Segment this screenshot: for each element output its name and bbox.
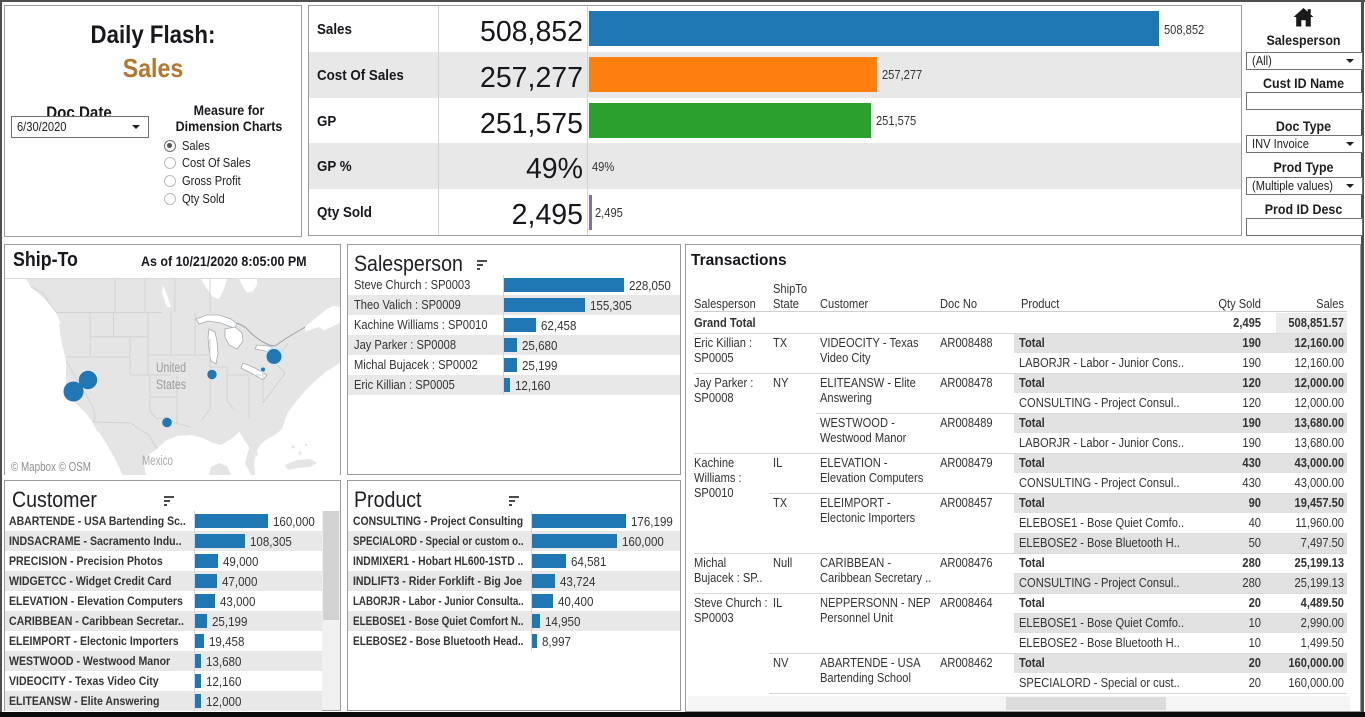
svg-text:© Mapbox © OSM: © Mapbox © OSM — [11, 460, 91, 474]
svg-text:Mexico: Mexico — [142, 453, 173, 468]
svg-text:United: United — [156, 360, 186, 375]
svg-text:States: States — [156, 377, 186, 392]
